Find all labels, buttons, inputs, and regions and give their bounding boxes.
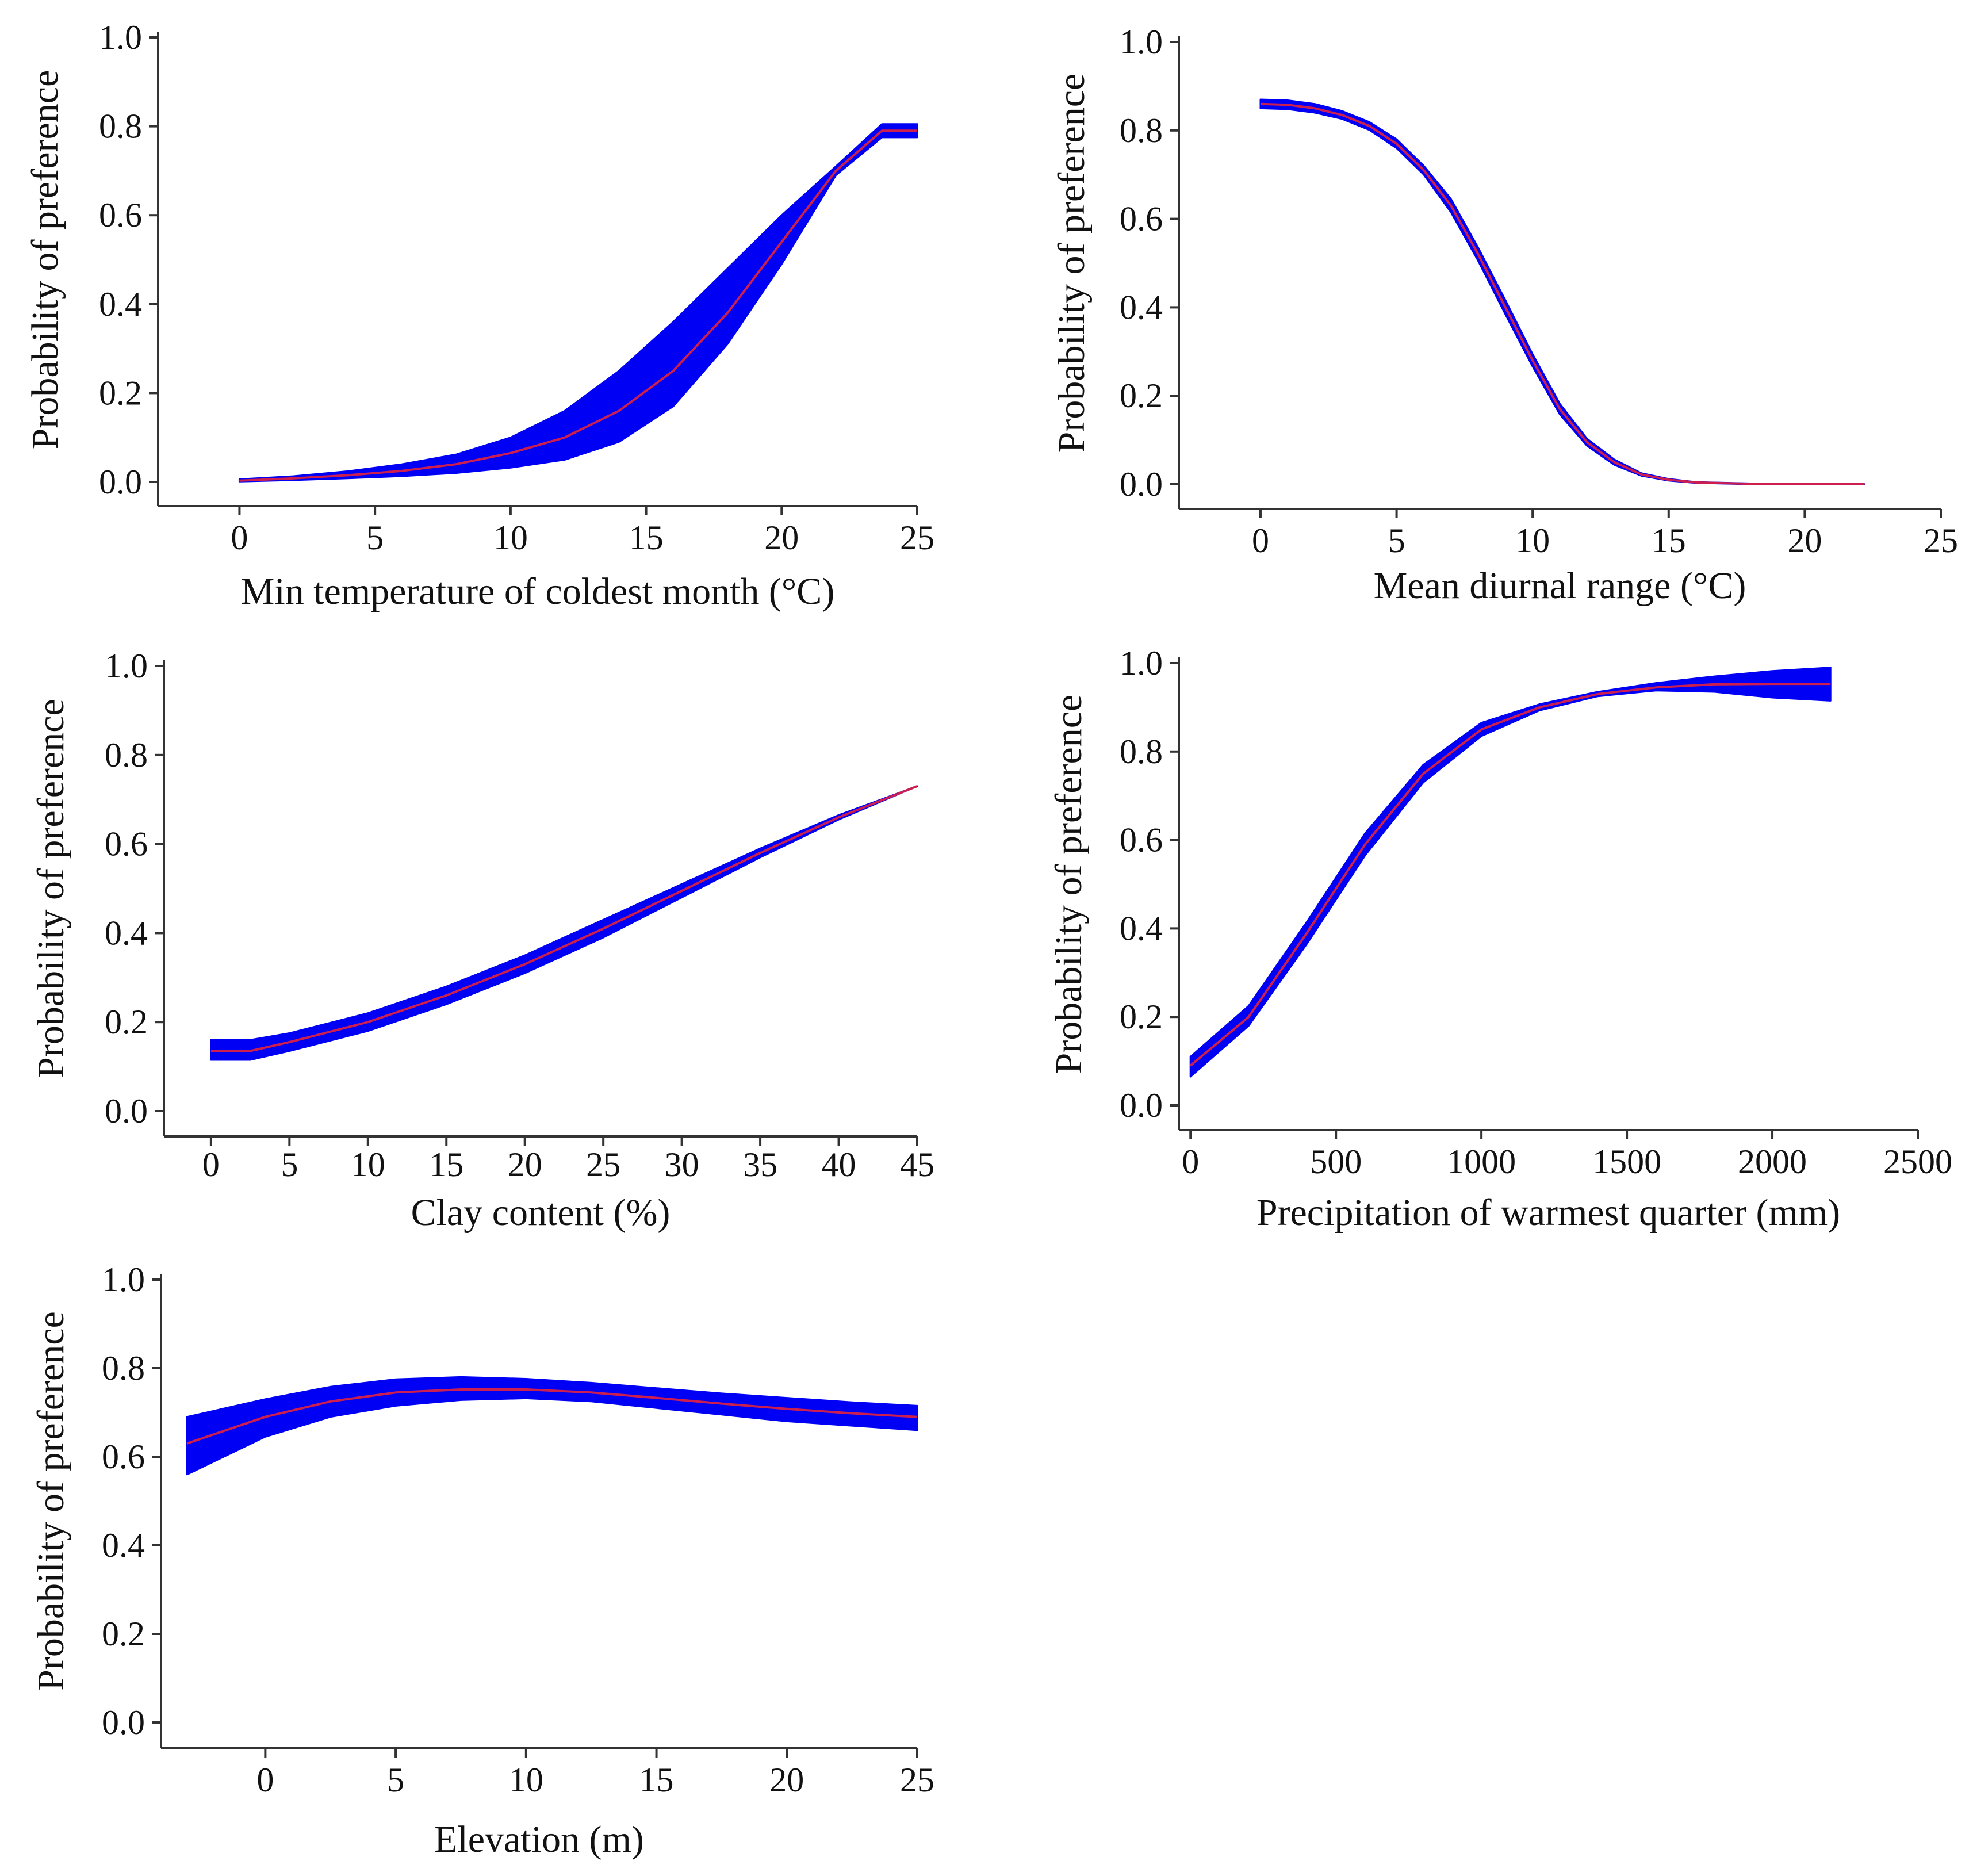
x-tick-label: 5 — [1388, 522, 1405, 560]
y-tick-label: 0.8 — [99, 108, 142, 146]
x-axis-title-min-temp: Min temperature of coldest month (°C) — [241, 571, 835, 612]
axes-diurnal-range: 0.0 0.2 0.4 0.6 0.8 1.0 0 5 10 15 20 25 — [1120, 23, 1958, 560]
x-tick-label: 10 — [493, 519, 528, 557]
mean-line-elevation — [186, 1388, 918, 1445]
confidence-band-diurnal-range — [1259, 98, 1865, 485]
x-tick-label: 0 — [1252, 522, 1269, 560]
mean-line-diurnal-range — [1260, 102, 1865, 485]
confidence-band-clay — [210, 785, 918, 1061]
y-tick-label: 0.2 — [1120, 998, 1163, 1036]
axes-clay: 0.0 0.2 0.4 0.6 0.8 1.0 0 5 10 15 20 25 30 35 40 45 — [105, 647, 934, 1184]
y-tick-label: 0.0 — [105, 1092, 148, 1130]
y-tick-label: 1.0 — [105, 647, 148, 685]
confidence-band-elevation — [186, 1376, 918, 1476]
y-tick-label: 0.2 — [1120, 377, 1163, 415]
y-tick-label: 0.4 — [102, 1526, 145, 1564]
y-tick-label: 0.8 — [102, 1349, 145, 1387]
y-axis-title-diurnal-range: Probability of preference — [1051, 74, 1093, 453]
y-tick-label: 0.8 — [1120, 733, 1163, 771]
x-tick-label: 20 — [769, 1761, 804, 1799]
y-tick-label: 0.2 — [99, 374, 142, 412]
x-axis-title-precip: Precipitation of warmest quarter (mm) — [1256, 1192, 1840, 1234]
mean-line-clay — [210, 785, 918, 1052]
y-tick-label: 0.8 — [1120, 112, 1163, 150]
x-tick-label: 30 — [665, 1146, 699, 1184]
x-tick-label: 20 — [764, 519, 799, 557]
axes-elevation: 0.0 0.2 0.4 0.6 0.8 1.0 0 5 10 15 20 25 — [102, 1261, 934, 1799]
x-tick-label: 2000 — [1738, 1143, 1807, 1181]
y-tick-label: 0.2 — [102, 1615, 145, 1653]
axes-min-temp: 0.0 0.2 0.4 0.6 0.8 1.0 0 5 10 15 20 25 — [99, 18, 934, 557]
y-tick-label: 0.6 — [1120, 200, 1163, 238]
panel-precip: 0.0 0.2 0.4 0.6 0.8 1.0 0 500 1000 1500 2000 2500 P… — [1048, 644, 1952, 1234]
panel-elevation: 0.0 0.2 0.4 0.6 0.8 1.0 0 5 10 15 20 25 Probability… — [30, 1261, 934, 1860]
y-axis-title-elevation: Probability of preference — [30, 1311, 72, 1691]
x-tick-label: 20 — [508, 1146, 542, 1184]
x-tick-label: 15 — [629, 519, 664, 557]
y-axis-title-precip: Probability of preference — [1048, 695, 1090, 1074]
x-tick-label: 25 — [1924, 522, 1958, 560]
y-tick-label: 0.6 — [105, 825, 148, 863]
y-tick-label: 0.0 — [1120, 1086, 1163, 1124]
x-tick-label: 5 — [281, 1146, 298, 1184]
y-tick-label: 0.0 — [1120, 465, 1163, 503]
mean-line-min-temp — [239, 129, 917, 482]
y-axis-title-min-temp: Probability of preference — [24, 70, 66, 450]
y-tick-label: 0.8 — [105, 736, 148, 774]
y-tick-label: 0.4 — [99, 285, 142, 323]
x-tick-label: 5 — [387, 1761, 404, 1799]
y-tick-label: 0.0 — [102, 1703, 145, 1741]
x-axis-title-diurnal-range: Mean diurnal range (°C) — [1374, 565, 1746, 607]
x-tick-label: 25 — [900, 519, 934, 557]
x-tick-label: 20 — [1787, 522, 1822, 560]
y-tick-label: 1.0 — [1120, 23, 1163, 61]
y-tick-label: 0.6 — [102, 1438, 145, 1476]
x-tick-label: 0 — [1182, 1143, 1199, 1181]
x-axis-title-clay: Clay content (%) — [411, 1192, 671, 1234]
y-tick-label: 0.4 — [1120, 288, 1163, 326]
x-tick-label: 5 — [366, 519, 384, 557]
y-tick-label: 0.6 — [1120, 821, 1163, 859]
x-tick-label: 500 — [1310, 1143, 1362, 1181]
x-tick-label: 1500 — [1592, 1143, 1661, 1181]
x-axis-title-elevation: Elevation (m) — [434, 1818, 644, 1860]
x-tick-label: 15 — [1652, 522, 1686, 560]
x-tick-label: 2500 — [1883, 1143, 1952, 1181]
y-tick-label: 1.0 — [99, 18, 142, 56]
y-axis-title-clay: Probability of preference — [30, 699, 72, 1078]
x-tick-label: 15 — [639, 1761, 674, 1799]
x-tick-label: 15 — [429, 1146, 463, 1184]
y-tick-label: 0.0 — [99, 463, 142, 501]
confidence-band-min-temp — [238, 123, 918, 483]
x-tick-label: 40 — [822, 1146, 856, 1184]
y-tick-label: 0.2 — [105, 1003, 148, 1041]
y-tick-label: 1.0 — [102, 1261, 145, 1299]
panel-min-temp: 0.0 0.2 0.4 0.6 0.8 1.0 0 5 10 15 20 25 Probability… — [24, 18, 934, 612]
x-tick-label: 1000 — [1447, 1143, 1516, 1181]
y-tick-label: 0.4 — [1120, 909, 1163, 947]
x-tick-label: 10 — [351, 1146, 385, 1184]
x-tick-label: 25 — [586, 1146, 620, 1184]
axes-precip: 0.0 0.2 0.4 0.6 0.8 1.0 0 500 1000 1500 2000 2500 — [1120, 644, 1952, 1181]
x-tick-label: 0 — [202, 1146, 220, 1184]
x-tick-label: 25 — [900, 1761, 934, 1799]
y-tick-label: 0.4 — [105, 914, 148, 952]
x-tick-label: 0 — [256, 1761, 274, 1799]
x-tick-label: 45 — [900, 1146, 934, 1184]
panel-diurnal-range: 0.0 0.2 0.4 0.6 0.8 1.0 0 5 10 15 20 25 Probability… — [1051, 23, 1958, 607]
y-tick-label: 1.0 — [1120, 644, 1163, 682]
x-tick-label: 10 — [509, 1761, 543, 1799]
panel-clay: 0.0 0.2 0.4 0.6 0.8 1.0 0 5 10 15 20 25 30 35 40 45 Pro… — [30, 647, 934, 1234]
confidence-band-precip — [1189, 667, 1832, 1078]
x-tick-label: 35 — [743, 1146, 777, 1184]
x-tick-label: 0 — [231, 519, 248, 557]
y-tick-label: 0.6 — [99, 196, 142, 234]
x-tick-label: 10 — [1515, 522, 1550, 560]
mean-line-precip — [1189, 683, 1831, 1067]
